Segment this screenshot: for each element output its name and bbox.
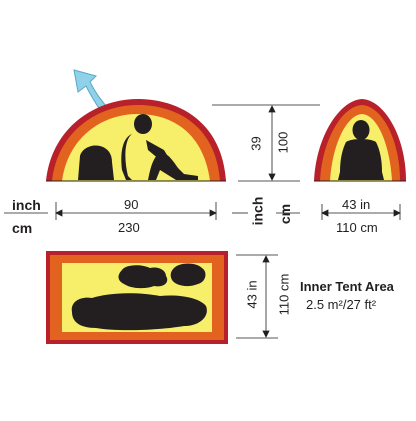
- unit-inch-label: inch: [12, 197, 41, 213]
- side-view-tent: [46, 98, 226, 182]
- length-dimension: [4, 202, 300, 220]
- height-cm-value: 100: [275, 131, 291, 154]
- sleeping-bag-icon: [71, 293, 207, 331]
- unit-cm-label: cm: [12, 220, 33, 236]
- end-view-tent: [314, 99, 406, 182]
- length-cm-value: 230: [118, 220, 140, 235]
- vertical-unit-cm-label: cm: [277, 203, 294, 225]
- inner-tent-title: Inner Tent Area: [300, 279, 394, 294]
- vertical-unit-inch-label: inch: [249, 196, 266, 226]
- floor-width-inch-value: 43 in: [244, 280, 260, 309]
- person-sitting-front-icon: [338, 120, 384, 180]
- gear-pile-icon: [118, 265, 168, 289]
- height-dimension: [212, 104, 320, 182]
- inner-tent-area: 2.5 m²/27 ft²: [306, 297, 377, 312]
- floor-plan: [46, 251, 228, 344]
- end-width-cm-value: 110 cm: [336, 220, 378, 235]
- person-sitting-icon: [121, 114, 198, 180]
- end-width-inch-value: 43 in: [342, 197, 371, 212]
- end-width-dimension: [321, 204, 401, 220]
- vent-arrow-icon: [73, 69, 111, 117]
- gear-pile-icon-2: [170, 263, 206, 287]
- floor-width-dimension: [236, 254, 278, 339]
- backpack-icon: [78, 145, 114, 180]
- length-inch-value: 90: [124, 197, 139, 212]
- floor-width-cm-value: 110 cm: [276, 273, 292, 316]
- height-inch-value: 39: [248, 136, 264, 151]
